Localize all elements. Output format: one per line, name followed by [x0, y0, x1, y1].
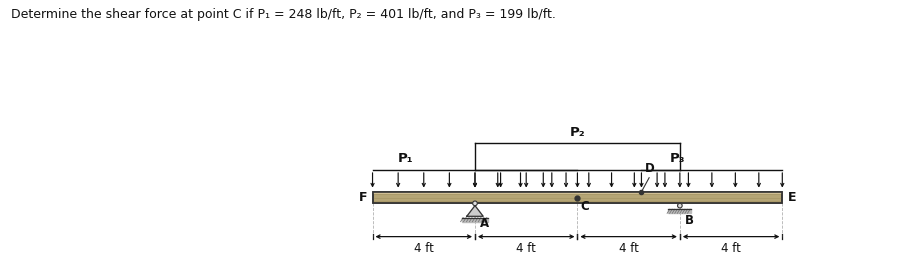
- Bar: [372, 192, 782, 203]
- Text: P₂: P₂: [569, 125, 585, 139]
- Text: B: B: [684, 214, 694, 227]
- Text: 4 ft: 4 ft: [721, 242, 741, 255]
- Polygon shape: [669, 209, 692, 213]
- Text: P₃: P₃: [670, 152, 685, 165]
- Text: E: E: [787, 191, 796, 204]
- Text: P₁: P₁: [398, 152, 414, 165]
- Polygon shape: [467, 206, 484, 216]
- Circle shape: [678, 203, 682, 208]
- Text: F: F: [359, 191, 367, 204]
- Text: Determine the shear force at point C if P₁ = 248 lb/ft, P₂ = 401 lb/ft, and P₃ =: Determine the shear force at point C if …: [11, 8, 556, 21]
- Polygon shape: [461, 218, 488, 222]
- Text: 4 ft: 4 ft: [517, 242, 536, 255]
- Bar: [372, 192, 782, 193]
- Circle shape: [472, 201, 477, 206]
- Text: A: A: [480, 217, 489, 230]
- Text: 4 ft: 4 ft: [619, 242, 638, 255]
- Bar: [372, 202, 782, 203]
- Text: 4 ft: 4 ft: [414, 242, 434, 255]
- Text: D: D: [646, 162, 655, 175]
- Bar: [372, 192, 782, 203]
- Text: C: C: [580, 200, 589, 213]
